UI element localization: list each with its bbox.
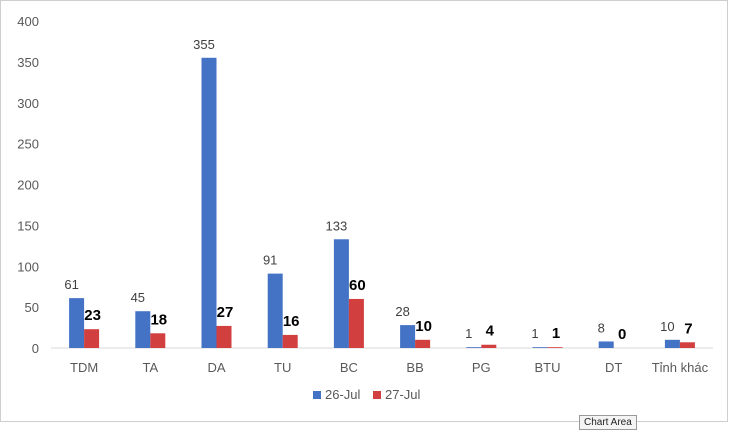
data-label: 7 xyxy=(684,320,692,337)
data-label: 91 xyxy=(263,253,277,268)
x-tick-label: BC xyxy=(340,360,358,375)
legend-label: 27-Jul xyxy=(385,387,421,402)
data-label: 1 xyxy=(552,325,560,342)
data-label: 18 xyxy=(150,311,167,328)
data-label: 10 xyxy=(415,318,432,335)
bar-series1[interactable] xyxy=(333,239,349,348)
x-axis: TDM TA DA TU BC BB PG BTU DT Tỉnh khác xyxy=(51,347,713,375)
x-tick-label: PG xyxy=(472,360,491,375)
bar-series2[interactable] xyxy=(415,339,431,348)
legend-label: 26-Jul xyxy=(325,387,361,402)
data-label: 45 xyxy=(131,290,145,305)
data-label: 60 xyxy=(349,277,366,294)
x-tick-label: DA xyxy=(207,360,225,375)
data-label: 4 xyxy=(486,323,495,340)
y-tick-label: 400 xyxy=(17,14,39,29)
data-label: 133 xyxy=(326,218,348,233)
bar-series1[interactable] xyxy=(664,339,680,348)
x-tick-label: TDM xyxy=(70,360,98,375)
bar-series2[interactable] xyxy=(282,334,298,348)
x-tick-label: TA xyxy=(142,360,158,375)
y-tick-label: 150 xyxy=(17,218,39,233)
data-label: 61 xyxy=(64,277,78,292)
data-label: 27 xyxy=(217,304,234,321)
y-tick-label: 350 xyxy=(17,55,39,70)
bar-series1[interactable] xyxy=(400,325,416,348)
bar-series1[interactable] xyxy=(201,57,217,348)
x-tick-label: Tỉnh khác xyxy=(652,360,709,375)
legend[interactable]: 26-Jul 27-Jul xyxy=(313,387,421,402)
data-label: 28 xyxy=(395,304,409,319)
x-tick-label: TU xyxy=(274,360,291,375)
y-tick-label: 250 xyxy=(17,137,39,152)
bar-series1[interactable] xyxy=(532,347,548,348)
x-tick-label: BTU xyxy=(535,360,561,375)
data-label: 355 xyxy=(193,37,215,52)
data-label: 23 xyxy=(84,307,101,324)
bar-series1[interactable] xyxy=(598,341,614,348)
data-label: 16 xyxy=(283,313,300,330)
bar-series2[interactable] xyxy=(547,347,563,348)
y-tick-label: 0 xyxy=(32,341,39,356)
legend-swatch xyxy=(373,391,381,399)
bar-series2[interactable] xyxy=(348,298,364,348)
bar-series2[interactable] xyxy=(216,325,232,348)
data-label: 1 xyxy=(531,326,538,341)
data-label: 1 xyxy=(465,326,472,341)
x-tick-label: DT xyxy=(605,360,622,375)
bar-series1[interactable] xyxy=(69,298,85,348)
data-label: 0 xyxy=(618,326,626,343)
bar-series1[interactable] xyxy=(267,273,283,348)
x-tick-label: BB xyxy=(406,360,423,375)
bar-series2[interactable] xyxy=(150,333,166,348)
y-tick-label: 300 xyxy=(17,96,39,111)
data-label: 8 xyxy=(598,320,605,335)
y-tick-label: 200 xyxy=(17,178,39,193)
y-axis: 0 50 100 150 200 250 300 350 400 xyxy=(17,14,39,356)
bar-series2[interactable] xyxy=(84,329,100,348)
bar-series2[interactable] xyxy=(481,344,497,348)
data-label: 10 xyxy=(660,319,674,334)
bar-series1[interactable] xyxy=(466,347,482,348)
bar-series2[interactable] xyxy=(679,342,695,348)
y-tick-label: 50 xyxy=(25,300,39,315)
y-tick-label: 100 xyxy=(17,259,39,274)
legend-swatch xyxy=(313,391,321,399)
bar-series1[interactable] xyxy=(135,311,151,348)
